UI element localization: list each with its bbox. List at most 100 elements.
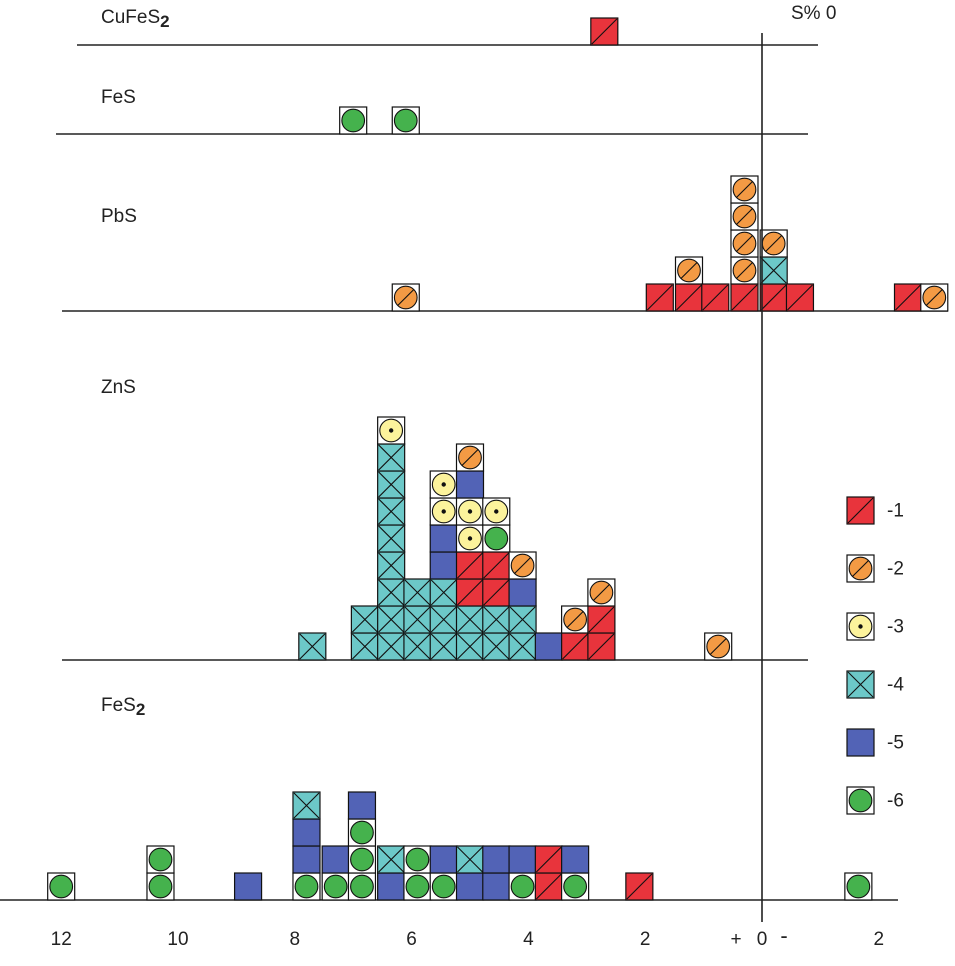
tick-label-4: 6 xyxy=(406,929,417,950)
data-point-3-5-2 xyxy=(730,256,759,285)
data-point-3-5-3 xyxy=(730,229,759,258)
tick-label-5: 4 xyxy=(523,929,534,950)
data-point-4-2-2 xyxy=(350,605,379,634)
data-point-3-3-2 xyxy=(674,256,704,285)
data-point-5-4-2 xyxy=(292,845,321,874)
data-point-4-5-6 xyxy=(429,497,458,526)
data-point-3-2-1 xyxy=(645,283,674,312)
data-point-5-14-1 xyxy=(561,872,590,901)
data-point-4-5-5 xyxy=(429,524,458,553)
data-point-4-5-3 xyxy=(429,578,458,607)
data-point-5-8-1 xyxy=(403,872,432,901)
data-point-4-3-3 xyxy=(377,578,406,607)
x-axis: S% 0 12 10 8 6 4 2 2 0 + - xyxy=(51,3,884,950)
data-point-5-4-1 xyxy=(292,872,321,901)
data-point-5-14-2 xyxy=(561,845,590,874)
data-point-5-10-2 xyxy=(455,845,485,874)
tick-label-3: 8 xyxy=(290,929,301,950)
data-point-4-11-1 xyxy=(587,632,616,661)
data-point-4-4-2 xyxy=(403,605,432,634)
data-point-5-7-2 xyxy=(377,845,406,874)
data-point-4-6-5 xyxy=(455,524,485,553)
data-point-4-8-2 xyxy=(508,605,537,634)
panel-3: PbS xyxy=(62,175,949,312)
data-point-5-2-1 xyxy=(146,872,175,901)
data-point-4-11-3 xyxy=(587,578,616,607)
data-point-4-1-1 xyxy=(298,632,327,661)
data-point-4-6-6 xyxy=(455,497,485,526)
mineral-label: PbS xyxy=(101,206,137,227)
data-point-3-7-1 xyxy=(785,283,815,312)
data-point-3-6-3 xyxy=(759,229,788,258)
data-point-5-13-2 xyxy=(534,845,563,874)
axis-title: S% 0 xyxy=(791,3,836,24)
data-point-5-9-2 xyxy=(429,845,458,874)
data-point-4-8-3 xyxy=(508,578,537,607)
plus-sign-label: + xyxy=(730,929,741,950)
tick-label-2: 10 xyxy=(167,929,188,950)
panel-2: FeS xyxy=(56,87,808,135)
panels: CuFeS2 FeS PbS ZnS FeS2 xyxy=(0,7,949,901)
data-point-4-6-4 xyxy=(455,551,485,580)
data-point-4-7-3 xyxy=(482,578,511,607)
data-point-4-10-2 xyxy=(561,605,590,634)
panel-5: FeS2 xyxy=(0,695,898,901)
data-point-2-1-1 xyxy=(339,106,368,135)
legend-symbol-6 xyxy=(846,786,875,815)
data-point-4-2-1 xyxy=(350,632,379,661)
data-point-4-7-6 xyxy=(482,497,511,526)
data-point-4-6-2 xyxy=(455,605,485,634)
data-point-4-8-4 xyxy=(508,551,537,580)
data-point-4-6-7 xyxy=(455,470,485,499)
legend-label-4: -4 xyxy=(887,675,904,696)
data-point-4-3-4 xyxy=(377,551,406,580)
data-point-5-8-2 xyxy=(403,845,432,874)
legend: -1 -2 -3 -4 -5 -6 xyxy=(846,496,904,815)
data-point-5-1-1 xyxy=(47,872,76,901)
data-point-3-5-1 xyxy=(730,283,759,312)
data-point-3-9-1 xyxy=(920,283,949,312)
mineral-label: CuFeS2 xyxy=(101,7,170,31)
data-point-1-1-1 xyxy=(590,17,619,46)
data-point-4-4-1 xyxy=(403,632,432,661)
data-point-5-6-3 xyxy=(347,818,377,847)
legend-symbol-3 xyxy=(846,612,875,641)
legend-label-2: -2 xyxy=(887,559,904,580)
tick-label-7: 2 xyxy=(874,929,885,950)
legend-symbol-5 xyxy=(846,728,875,757)
legend-label-5: -5 xyxy=(887,733,904,754)
data-point-4-3-5 xyxy=(377,524,406,553)
data-point-4-5-2 xyxy=(429,605,458,634)
data-point-5-9-1 xyxy=(429,872,458,901)
data-point-4-3-7 xyxy=(377,470,406,499)
data-point-4-3-8 xyxy=(377,443,406,472)
legend-label-6: -6 xyxy=(887,791,904,812)
mineral-label: ZnS xyxy=(101,377,136,398)
data-point-4-3-6 xyxy=(377,497,406,526)
data-point-5-7-1 xyxy=(377,872,406,901)
legend-label-1: -1 xyxy=(887,501,904,522)
data-point-4-12-1 xyxy=(704,632,733,661)
data-point-5-6-2 xyxy=(347,845,377,874)
data-point-5-4-4 xyxy=(292,791,321,820)
data-point-5-5-1 xyxy=(321,872,350,901)
data-point-5-3-1 xyxy=(233,872,263,901)
data-point-5-12-1 xyxy=(508,872,537,901)
data-point-3-8-1 xyxy=(893,283,923,312)
data-point-3-6-2 xyxy=(759,256,788,285)
data-point-4-10-1 xyxy=(561,632,590,661)
data-point-4-6-8 xyxy=(455,443,485,472)
mineral-label: FeS xyxy=(101,87,136,108)
data-point-4-7-1 xyxy=(482,632,511,661)
data-point-5-12-2 xyxy=(508,845,537,874)
data-point-4-4-3 xyxy=(403,578,432,607)
data-point-4-5-1 xyxy=(429,632,458,661)
data-point-4-3-9 xyxy=(377,416,406,445)
legend-label-3: -3 xyxy=(887,617,904,638)
data-point-5-11-2 xyxy=(482,845,511,874)
data-point-4-11-2 xyxy=(587,605,616,634)
data-point-4-9-1 xyxy=(534,632,563,661)
data-point-4-7-2 xyxy=(482,605,511,634)
legend-symbol-2 xyxy=(846,554,875,583)
